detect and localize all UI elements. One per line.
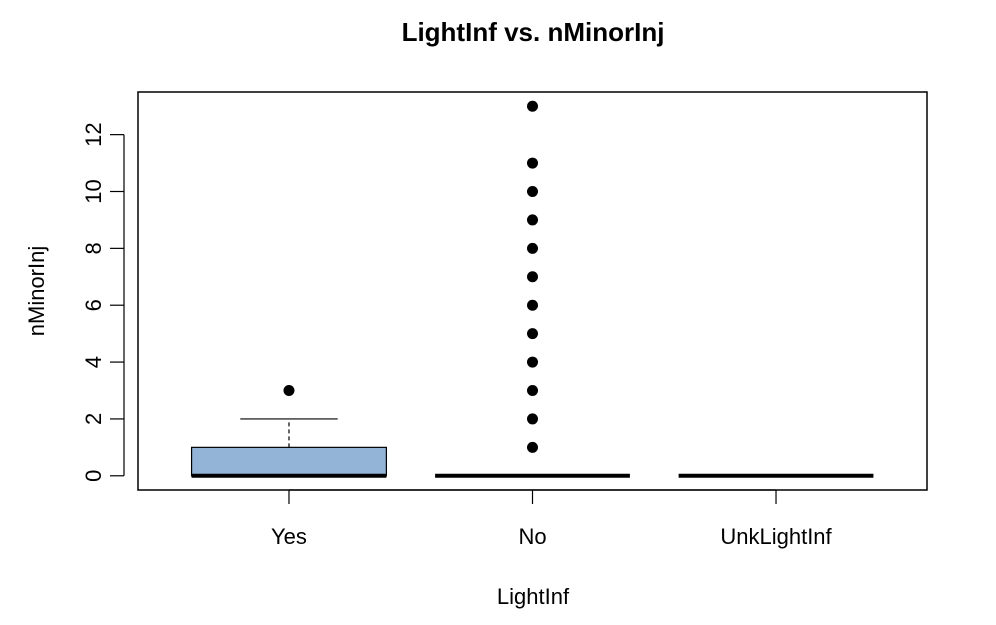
outlier-point [527,242,538,254]
outlier-point [527,328,538,340]
y-tick-label: 6 [81,299,106,311]
box-yes [190,385,387,478]
chart-title: LightInf vs. nMinorInj [402,17,665,47]
outlier-point [527,356,538,368]
outlier-point [527,299,538,311]
box-body [190,446,387,477]
y-axis: 0 2 4 6 8 10 12 [81,122,125,482]
y-axis-label: nMinorInj [24,246,49,336]
x-tick-label: Yes [271,524,307,549]
x-tick-label: UnkLightInf [720,524,832,549]
outlier-point [527,157,538,169]
y-tick-label: 4 [81,356,106,368]
outlier-point [283,385,295,396]
y-tick-label: 8 [81,242,106,254]
box-series [190,100,874,478]
outlier-point [527,385,538,396]
y-tick-label: 10 [81,179,106,203]
outlier-point [527,186,538,197]
outlier-point [527,214,538,226]
outlier-point [527,100,538,112]
x-axis-label: LightInf [497,584,570,609]
y-tick-label: 2 [81,413,106,425]
y-tick-label: 12 [81,122,106,146]
plot-frame [137,91,928,491]
y-tick-label: 0 [81,470,106,482]
x-tick-label: No [518,524,546,549]
box-no [435,100,630,478]
x-axis: Yes No UnkLightInf [271,489,833,549]
outlier-point [527,413,538,425]
outlier-point [527,271,538,283]
outlier-point [527,441,538,453]
